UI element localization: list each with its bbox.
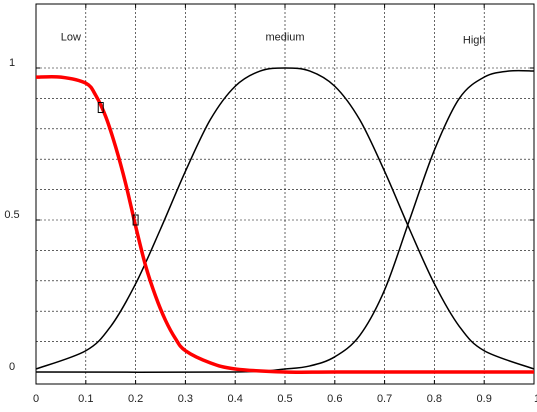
x-tick-label: 0.8 [427, 393, 442, 405]
x-tick-label: 0 [33, 393, 39, 405]
y-tick-label: 0.5 [4, 209, 19, 221]
x-tick-label: 0.3 [178, 393, 193, 405]
series-layer [35, 67, 535, 374]
series-line-medium [35, 67, 535, 370]
curve-marker[interactable] [132, 214, 139, 226]
y-tick-label: 0 [9, 361, 15, 373]
axes: 0 0.1 0.2 0.3 0.4 0.5 0.6 0.7 0.8 0.9 1 0 0.5 1 [4, 4, 537, 405]
x-tick-label: 0.4 [228, 393, 243, 405]
y-tick-label: 1 [9, 57, 15, 69]
x-tick-label: 1 [534, 393, 537, 405]
mf-labels: Low medium High [61, 32, 486, 47]
x-tick-label: 0.5 [277, 393, 292, 405]
curve-marker[interactable] [97, 102, 104, 114]
x-tick-label: 0.7 [377, 393, 392, 405]
x-tick-label: 0.1 [78, 393, 93, 405]
mf-label-low: Low [61, 32, 81, 44]
x-tick-label: 0.2 [128, 393, 143, 405]
mf-label-medium: medium [265, 32, 304, 44]
mf-label-high: High [463, 35, 486, 47]
x-tick-label: 0.9 [477, 393, 492, 405]
x-tick-label: 0.6 [327, 393, 342, 405]
series-line-low [35, 74, 534, 374]
